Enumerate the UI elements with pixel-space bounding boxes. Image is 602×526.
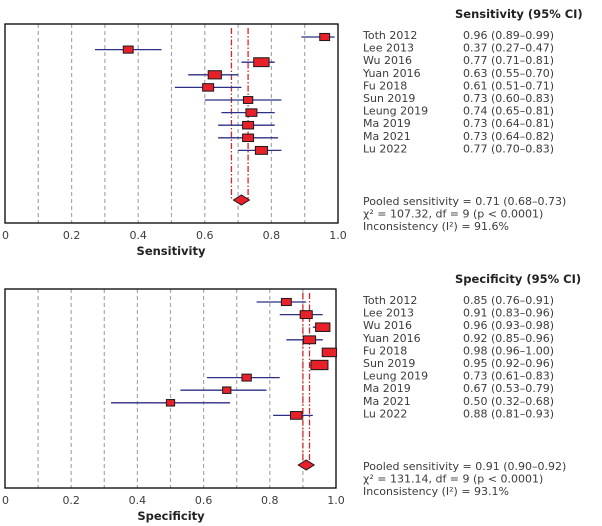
study-estimate: 0.85 (0.76–0.91) xyxy=(463,294,554,307)
study-name: Fu 2018 xyxy=(363,79,407,92)
pooled-diamond xyxy=(232,194,251,206)
study-name: Ma 2019 xyxy=(363,117,411,130)
study-estimate: 0.96 (0.93–0.98) xyxy=(463,319,554,332)
column-header: Sensitivity (95% CI) xyxy=(455,7,583,21)
summary-line: Pooled sensitivity = 0.91 (0.90–0.92) xyxy=(363,460,566,473)
study-box xyxy=(254,145,268,155)
x-tick-label: 0.8 xyxy=(263,229,281,242)
study-name: Leung 2019 xyxy=(363,105,428,118)
x-axis-label: Specificity xyxy=(137,509,205,523)
study-estimate: 0.67 (0.53–0.79) xyxy=(463,382,554,395)
study-name: Yuan 2016 xyxy=(362,332,421,345)
study-box xyxy=(242,120,255,130)
panel-sensitivity: Toth 2012 0.96 (0.89–0.99) Lee 2013 0.37 (0… xyxy=(2,7,583,258)
study-box xyxy=(242,96,254,104)
x-tick-label: 0.6 xyxy=(195,494,213,507)
x-tick-label: 1.0 xyxy=(329,229,347,242)
x-tick-label: 0.2 xyxy=(62,494,80,507)
plot-frame xyxy=(4,23,339,224)
study-box xyxy=(207,70,222,80)
study-box xyxy=(165,399,176,407)
study-name: Lu 2022 xyxy=(363,407,407,420)
study-name: Leung 2019 xyxy=(363,370,428,383)
summary-line: Inconsistency (I²) = 93.1% xyxy=(363,485,509,498)
pooled-diamond xyxy=(297,459,316,471)
study-box xyxy=(122,45,134,54)
x-tick-label: 0 xyxy=(2,229,9,242)
summary-line: χ² = 131.14, df = 9 (p < 0.0001) xyxy=(363,473,543,486)
study-name: Wu 2016 xyxy=(363,54,412,67)
x-tick-label: 0.4 xyxy=(129,494,147,507)
study-estimate: 0.74 (0.65–0.81) xyxy=(463,105,554,118)
study-box xyxy=(290,411,303,420)
study-box xyxy=(310,359,329,371)
study-name: Ma 2021 xyxy=(363,130,411,143)
study-name: Sun 2019 xyxy=(363,357,415,370)
study-estimate: 0.73 (0.64–0.82) xyxy=(463,130,554,143)
x-tick-label: 1.0 xyxy=(327,494,345,507)
study-box xyxy=(202,83,215,92)
study-estimate: 0.96 (0.89–0.99) xyxy=(463,29,554,42)
study-box xyxy=(242,133,255,143)
study-box xyxy=(280,297,292,307)
study-name: Fu 2018 xyxy=(363,344,407,357)
study-estimate: 0.73 (0.64–0.81) xyxy=(463,117,554,130)
study-name: Wu 2016 xyxy=(363,319,412,332)
x-tick-label: 0.6 xyxy=(196,229,214,242)
summary-line: Pooled sensitivity = 0.71 (0.68–0.73) xyxy=(363,195,566,208)
column-header: Specificity (95% CI) xyxy=(455,272,581,286)
study-name: Yuan 2016 xyxy=(362,67,421,80)
study-name: Lu 2022 xyxy=(363,142,407,155)
study-box xyxy=(319,32,331,42)
study-box xyxy=(302,335,317,345)
summary-line: Inconsistency (I²) = 91.6% xyxy=(363,220,509,233)
study-estimate: 0.63 (0.55–0.70) xyxy=(463,67,554,80)
study-estimate: 0.77 (0.71–0.81) xyxy=(463,54,554,67)
x-tick-label: 0.8 xyxy=(261,494,279,507)
study-estimate: 0.91 (0.83–0.96) xyxy=(463,307,554,320)
x-tick-label: 0 xyxy=(2,494,9,507)
summary-line: χ² = 107.32, df = 9 (p < 0.0001) xyxy=(363,208,543,221)
study-estimate: 0.73 (0.60–0.83) xyxy=(463,92,554,105)
study-name: Lee 2013 xyxy=(363,42,414,55)
study-name: Ma 2019 xyxy=(363,382,411,395)
study-box xyxy=(299,310,313,320)
study-estimate: 0.77 (0.70–0.83) xyxy=(463,142,554,155)
study-estimate: 0.61 (0.51–0.71) xyxy=(463,79,554,92)
study-estimate: 0.98 (0.96–1.00) xyxy=(463,344,554,357)
study-box xyxy=(222,386,232,394)
plot-frame xyxy=(4,288,337,489)
study-name: Lee 2013 xyxy=(363,307,414,320)
study-estimate: 0.37 (0.27–0.47) xyxy=(463,42,554,55)
study-name: Toth 2012 xyxy=(362,29,417,42)
study-estimate: 0.50 (0.32–0.68) xyxy=(463,395,554,408)
panel-specificity: Toth 2012 0.85 (0.76–0.91) Lee 2013 0.91 (0… xyxy=(2,272,581,523)
study-estimate: 0.95 (0.92–0.96) xyxy=(463,357,554,370)
study-box xyxy=(321,347,338,358)
study-box xyxy=(315,322,331,332)
study-box xyxy=(245,108,258,117)
study-box xyxy=(253,57,270,68)
study-estimate: 0.88 (0.81–0.93) xyxy=(463,407,554,420)
study-name: Ma 2021 xyxy=(363,395,411,408)
study-estimate: 0.92 (0.85–0.96) xyxy=(463,332,554,345)
study-name: Toth 2012 xyxy=(362,294,417,307)
study-estimate: 0.73 (0.61–0.83) xyxy=(463,370,554,383)
x-tick-label: 0.2 xyxy=(63,229,81,242)
x-tick-label: 0.4 xyxy=(129,229,147,242)
study-box xyxy=(241,373,252,382)
study-name: Sun 2019 xyxy=(363,92,415,105)
x-axis-label: Sensitivity xyxy=(137,244,206,258)
